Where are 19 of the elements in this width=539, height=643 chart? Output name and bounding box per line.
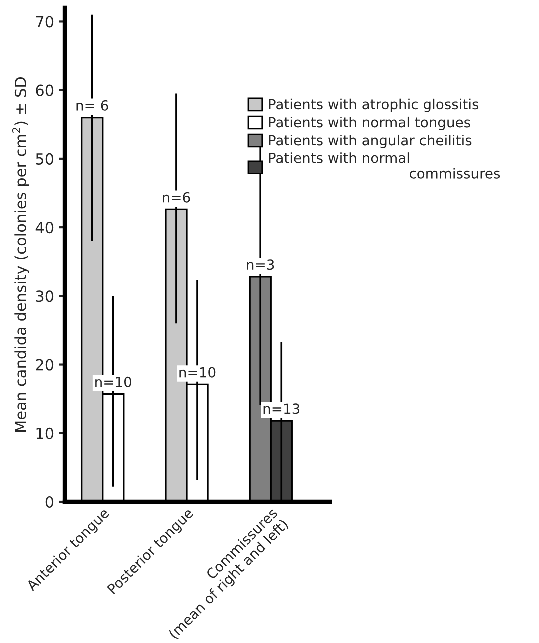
annotation: n=10 xyxy=(96,376,132,388)
legend-label: Patients with normal commissures xyxy=(269,152,500,179)
y-tick-label: 30 xyxy=(36,290,54,302)
annotation: n=3 xyxy=(247,260,274,270)
annotation: n= 6 xyxy=(76,100,108,111)
annotation: n=6 xyxy=(163,192,190,203)
legend-label: Patients with normal tongues xyxy=(269,116,470,130)
legend-label: Patients with atrophic glossitis xyxy=(269,98,479,112)
y-axis-title: Mean candida density (colonies per cm$^{2}$) ± SD xyxy=(12,78,30,432)
y-tick-label: 20 xyxy=(36,359,54,371)
y-tick-label: 0 xyxy=(46,496,54,508)
y-tick-label: 50 xyxy=(36,153,54,165)
y-tick-label: 40 xyxy=(36,222,54,234)
y-tick-label: 60 xyxy=(36,84,54,96)
y-tick-label: 70 xyxy=(36,16,54,28)
annotation: n=10 xyxy=(180,367,216,378)
legend-label: Patients with angular cheilitis xyxy=(269,134,472,148)
annotation: n=13 xyxy=(264,404,300,414)
y-tick-label: 10 xyxy=(36,428,54,440)
